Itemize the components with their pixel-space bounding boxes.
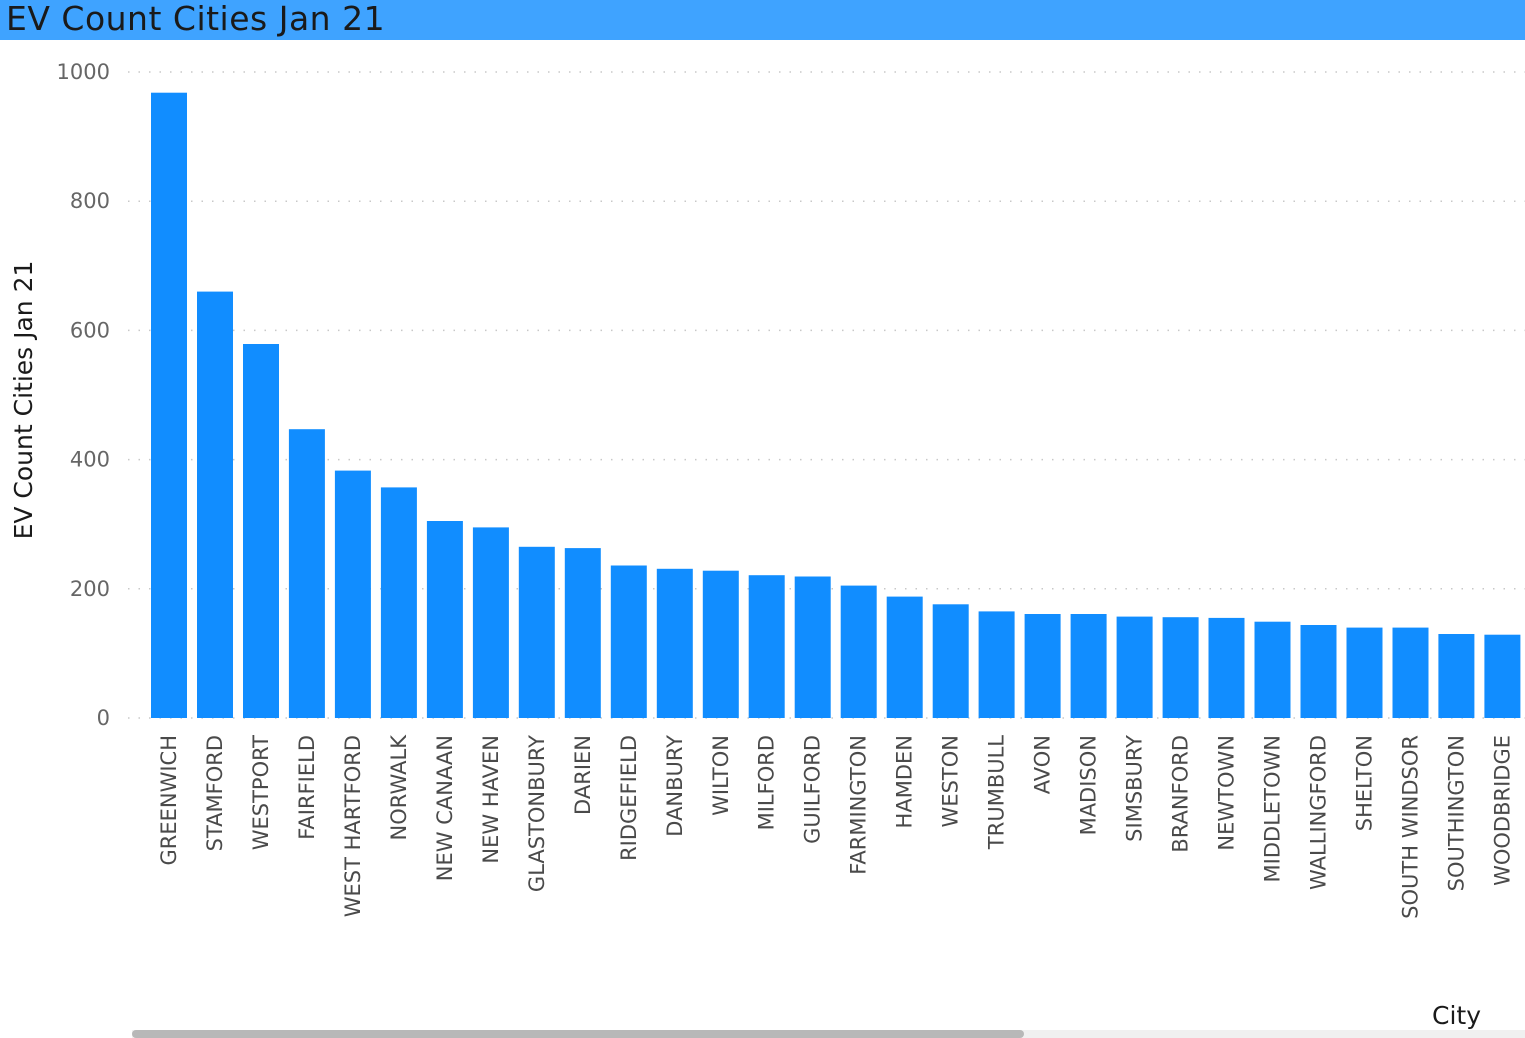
x-axis-labels: GREENWICH STAMFORD WESTPORT FAIRFIELD WEST H… <box>157 734 1514 919</box>
x-tick-label: WESTPORT <box>249 735 273 850</box>
x-tick-label: WESTON <box>939 735 963 827</box>
chart-title: EV Count Cities Jan 21 <box>6 0 386 38</box>
bar-south-windsor[interactable] <box>1392 627 1429 718</box>
bar-new-haven[interactable] <box>472 527 509 718</box>
y-tick-label: 400 <box>70 448 110 472</box>
bar-avon[interactable] <box>1024 614 1061 718</box>
x-tick-label: RIDGEFIELD <box>617 735 641 861</box>
bar-danbury[interactable] <box>656 568 693 718</box>
x-tick-label: NORWALK <box>387 734 411 841</box>
y-tick-label: 200 <box>70 577 110 601</box>
bar-westport[interactable] <box>243 344 279 718</box>
bar-weston[interactable] <box>932 604 969 718</box>
x-tick-label: AVON <box>1031 735 1055 794</box>
bar-new-canaan[interactable] <box>426 521 463 718</box>
bar-simsbury[interactable] <box>1116 616 1153 718</box>
bar-west-hartford[interactable] <box>334 470 371 718</box>
bar-shelton[interactable] <box>1346 627 1383 718</box>
x-tick-label: WILTON <box>709 735 733 816</box>
bar-guilford[interactable] <box>794 576 831 719</box>
x-tick-label: MADISON <box>1077 735 1101 835</box>
x-tick-label: NEWTOWN <box>1215 735 1239 851</box>
x-tick-label: SOUTH WINDSOR <box>1399 735 1423 919</box>
bar-southington[interactable] <box>1438 634 1475 718</box>
x-tick-label: BRANFORD <box>1169 735 1193 853</box>
y-axis-title: EV Count Cities Jan 21 <box>9 261 38 540</box>
x-tick-label: DARIEN <box>571 735 595 815</box>
x-tick-label: SHELTON <box>1353 735 1377 831</box>
y-tick-label: 1000 <box>57 60 110 84</box>
y-tick-label: 0 <box>97 706 110 730</box>
y-tick-label: 600 <box>70 318 110 342</box>
x-tick-label: GUILFORD <box>801 735 825 844</box>
bar-fairfield[interactable] <box>288 429 325 718</box>
x-tick-label: MIDDLETOWN <box>1261 735 1285 882</box>
bar-branford[interactable] <box>1162 617 1199 718</box>
bar-greenwich[interactable] <box>151 92 187 718</box>
x-tick-label: WOODBRIDGE <box>1490 735 1514 886</box>
y-tick-label: 800 <box>70 189 110 213</box>
bar-madison[interactable] <box>1070 614 1107 718</box>
bar-wilton[interactable] <box>702 570 739 718</box>
title-bar: EV Count Cities Jan 21 <box>0 0 1525 40</box>
x-tick-label: GREENWICH <box>157 735 181 866</box>
bar-farmington[interactable] <box>840 585 877 718</box>
bar-middletown[interactable] <box>1254 621 1291 718</box>
y-axis-ticks: 0 200 400 600 800 1000 <box>57 60 110 730</box>
x-tick-label: SIMSBURY <box>1123 735 1147 842</box>
x-tick-label: FARMINGTON <box>847 735 871 875</box>
x-tick-label: DANBURY <box>663 735 687 837</box>
x-tick-label: NEW CANAAN <box>433 735 457 881</box>
x-tick-label: MILFORD <box>755 735 779 830</box>
bar-woodbridge[interactable] <box>1484 634 1521 718</box>
bar-norwalk[interactable] <box>380 487 417 718</box>
bar-milford[interactable] <box>748 575 785 718</box>
x-tick-label: GLASTONBURY <box>525 735 549 892</box>
x-tick-label: TRUMBULL <box>985 735 1009 850</box>
bar-stamford[interactable] <box>197 291 233 718</box>
horizontal-scrollbar-thumb[interactable] <box>132 1030 1024 1038</box>
bars <box>151 92 1521 719</box>
bar-hamden[interactable] <box>886 596 923 718</box>
x-tick-label: NEW HAVEN <box>479 735 503 864</box>
bar-wallingford[interactable] <box>1300 625 1337 718</box>
bar-ridgefield[interactable] <box>610 565 647 719</box>
bar-glastonbury[interactable] <box>518 546 555 718</box>
x-tick-label: HAMDEN <box>893 735 917 828</box>
x-tick-label: STAMFORD <box>203 735 227 851</box>
x-tick-label: WALLINGFORD <box>1307 735 1331 890</box>
x-tick-label: SOUTHINGTON <box>1444 735 1468 891</box>
x-tick-label: WEST HARTFORD <box>341 735 365 917</box>
bar-newtown[interactable] <box>1208 617 1245 718</box>
x-axis-title: City <box>1432 1001 1481 1030</box>
bar-trumbull[interactable] <box>978 611 1015 718</box>
bar-darien[interactable] <box>564 548 601 718</box>
x-tick-label: FAIRFIELD <box>295 735 319 840</box>
